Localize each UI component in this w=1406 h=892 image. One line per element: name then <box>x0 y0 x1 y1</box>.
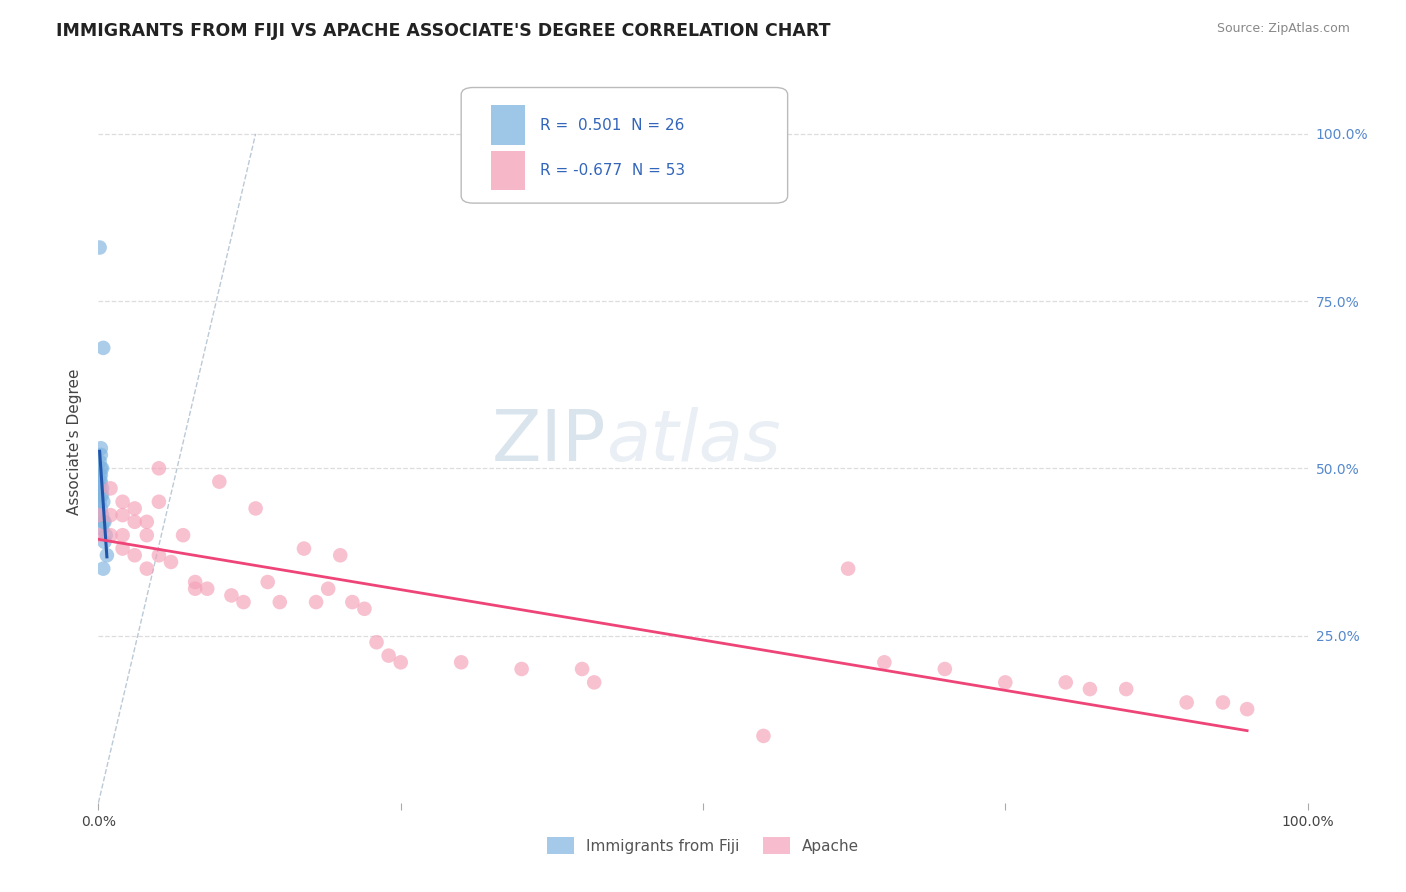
Point <box>1078 681 1101 696</box>
Point <box>377 648 399 663</box>
Text: R =  0.501  N = 26: R = 0.501 N = 26 <box>540 118 685 133</box>
Point <box>89 455 111 469</box>
Point <box>366 635 388 649</box>
Point <box>87 508 110 523</box>
Point <box>148 548 170 563</box>
Point <box>245 501 267 516</box>
Text: R = -0.677  N = 53: R = -0.677 N = 53 <box>540 163 685 178</box>
Point <box>148 461 170 475</box>
Point <box>100 528 122 542</box>
Point <box>89 467 111 482</box>
Point <box>583 675 606 690</box>
Point <box>148 494 170 508</box>
Point <box>124 501 146 516</box>
Point <box>124 548 146 563</box>
Point <box>752 729 775 743</box>
Point <box>221 589 243 603</box>
Point <box>232 595 254 609</box>
Point <box>1236 702 1258 716</box>
Point <box>389 655 412 669</box>
Point <box>873 655 896 669</box>
Point <box>111 528 134 542</box>
Point <box>93 515 115 529</box>
Point <box>208 475 231 489</box>
Point <box>90 501 112 516</box>
Point <box>91 562 114 576</box>
Point <box>91 461 114 475</box>
Point <box>89 241 111 255</box>
Point <box>91 521 114 535</box>
FancyBboxPatch shape <box>492 151 526 191</box>
Point <box>89 494 111 508</box>
Point <box>353 602 375 616</box>
Point <box>87 528 110 542</box>
Point <box>91 488 114 502</box>
Legend: Immigrants from Fiji, Apache: Immigrants from Fiji, Apache <box>540 831 866 860</box>
Point <box>90 467 112 482</box>
Point <box>100 482 122 496</box>
Point <box>90 461 112 475</box>
Point <box>91 494 114 508</box>
Point <box>90 488 112 502</box>
Point <box>96 548 118 563</box>
Point <box>111 494 134 508</box>
Point <box>135 515 157 529</box>
Point <box>172 528 194 542</box>
Point <box>195 582 218 596</box>
Point <box>342 595 364 609</box>
Point <box>89 482 111 496</box>
Text: Source: ZipAtlas.com: Source: ZipAtlas.com <box>1216 22 1350 36</box>
Point <box>135 562 157 576</box>
Point <box>1054 675 1077 690</box>
Point <box>124 515 146 529</box>
FancyBboxPatch shape <box>461 87 787 203</box>
Point <box>571 662 593 676</box>
Point <box>90 448 112 462</box>
Point <box>1212 696 1234 710</box>
Point <box>90 442 112 455</box>
Point <box>1175 696 1198 710</box>
Point <box>184 575 207 590</box>
Point <box>510 662 533 676</box>
Text: ZIP: ZIP <box>492 407 606 476</box>
Point <box>1115 681 1137 696</box>
Point <box>329 548 352 563</box>
Y-axis label: Associate's Degree: Associate's Degree <box>67 368 83 515</box>
Point <box>91 508 114 523</box>
Point <box>316 582 339 596</box>
Text: IMMIGRANTS FROM FIJI VS APACHE ASSOCIATE'S DEGREE CORRELATION CHART: IMMIGRANTS FROM FIJI VS APACHE ASSOCIATE… <box>56 22 831 40</box>
Text: atlas: atlas <box>606 407 780 476</box>
Point <box>269 595 291 609</box>
FancyBboxPatch shape <box>492 105 526 145</box>
Point <box>100 508 122 523</box>
Point <box>256 575 278 590</box>
Point <box>160 555 183 569</box>
Point <box>305 595 328 609</box>
Point <box>93 534 115 549</box>
Point <box>135 528 157 542</box>
Point <box>90 475 112 489</box>
Point <box>292 541 315 556</box>
Point <box>91 515 114 529</box>
Point <box>184 582 207 596</box>
Point <box>111 541 134 556</box>
Point <box>934 662 956 676</box>
Point <box>91 341 114 355</box>
Point <box>994 675 1017 690</box>
Point <box>91 482 114 496</box>
Point <box>94 528 117 542</box>
Point <box>111 508 134 523</box>
Point <box>837 562 859 576</box>
Point <box>89 475 111 489</box>
Point <box>450 655 472 669</box>
